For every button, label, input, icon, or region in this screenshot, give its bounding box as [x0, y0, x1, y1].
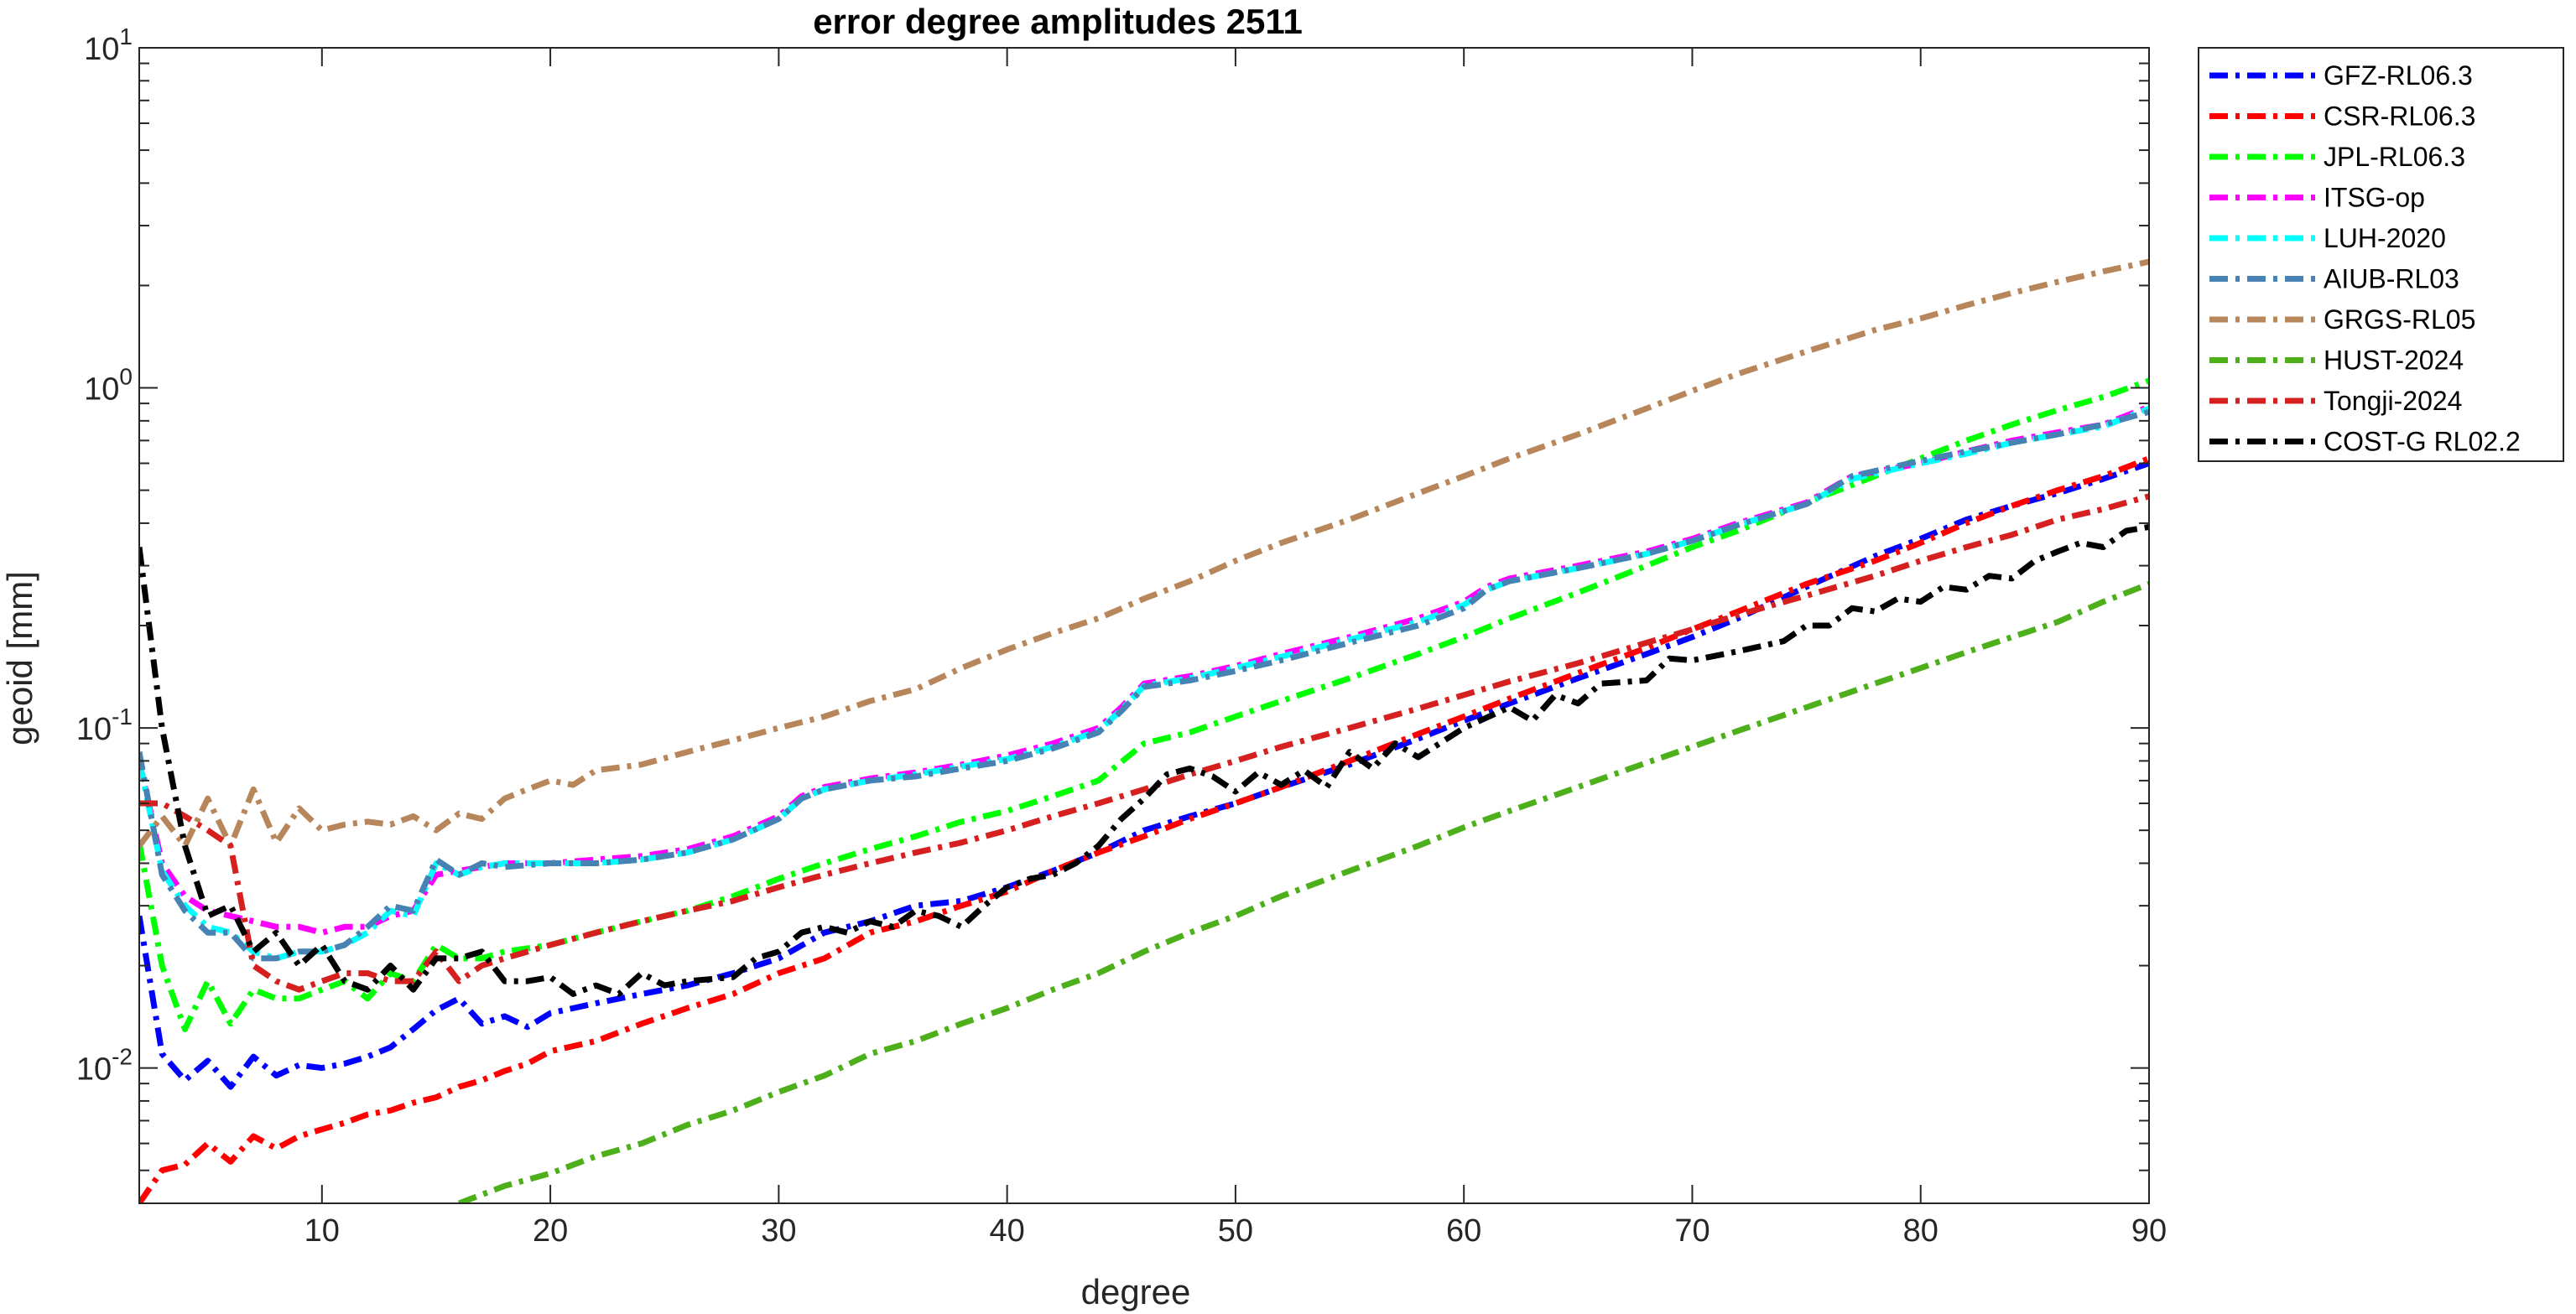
- legend-label: Tongji-2024: [2324, 386, 2462, 416]
- x-tick-label: 70: [1674, 1213, 1710, 1249]
- x-tick-label: 30: [761, 1213, 796, 1249]
- y-tick-base: 10: [76, 712, 112, 747]
- y-tick-label: 100: [84, 364, 133, 408]
- series-line-3: [139, 403, 2149, 936]
- legend-label: ITSG-op: [2324, 183, 2425, 213]
- y-tick-label: 10-1: [76, 704, 133, 747]
- y-tick-label: 10-2: [76, 1044, 133, 1088]
- y-tick-base: 10: [84, 372, 119, 408]
- y-tick-base: 10: [84, 32, 119, 67]
- legend-label: GRGS-RL05: [2324, 304, 2475, 335]
- legend-label: CSR-RL06.3: [2324, 101, 2475, 132]
- legend-label: GFZ-RL06.3: [2324, 60, 2473, 91]
- legend-label: AIUB-RL03: [2324, 264, 2459, 294]
- chart-title: error degree amplitudes 2511: [813, 2, 1303, 41]
- x-tick-label: 80: [1903, 1213, 1939, 1249]
- y-tick-exponent: 1: [119, 23, 133, 49]
- x-tick-label: 20: [533, 1213, 568, 1249]
- series-line-9: [139, 523, 2149, 997]
- x-tick-label: 60: [1446, 1213, 1481, 1249]
- y-tick-exponent: -2: [112, 1044, 133, 1070]
- y-tick-base: 10: [76, 1052, 112, 1088]
- x-tick-label: 40: [989, 1213, 1024, 1249]
- series-line-8: [139, 493, 2149, 993]
- x-tick-label: 50: [1218, 1213, 1253, 1249]
- legend-label: COST-G RL02.2: [2324, 427, 2521, 457]
- legend-label: JPL-RL06.3: [2324, 142, 2465, 172]
- series-line-5: [139, 408, 2149, 962]
- x-axis-label: degree: [1081, 1272, 1191, 1311]
- x-tick-label: 10: [304, 1213, 340, 1249]
- x-axis: 10 20 30 40 50 60 70 80 90: [304, 48, 2167, 1249]
- series-line-2: [139, 377, 2149, 1032]
- y-axis-label: geoid [mm]: [0, 571, 39, 745]
- legend-label: LUH-2020: [2324, 223, 2446, 253]
- y-tick-label: 101: [84, 23, 133, 67]
- legend: GFZ-RL06.3 CSR-RL06.3 JPL-RL06.3 ITSG-op LUH…: [2198, 47, 2564, 462]
- series-line-7: [457, 581, 2149, 1203]
- legend-label: HUST-2024: [2324, 345, 2464, 376]
- x-tick-label: 90: [2131, 1213, 2167, 1249]
- series-layer: [139, 258, 2149, 1203]
- y-tick-exponent: 0: [119, 364, 133, 390]
- y-tick-exponent: -1: [112, 704, 133, 730]
- series-line-6: [139, 258, 2149, 849]
